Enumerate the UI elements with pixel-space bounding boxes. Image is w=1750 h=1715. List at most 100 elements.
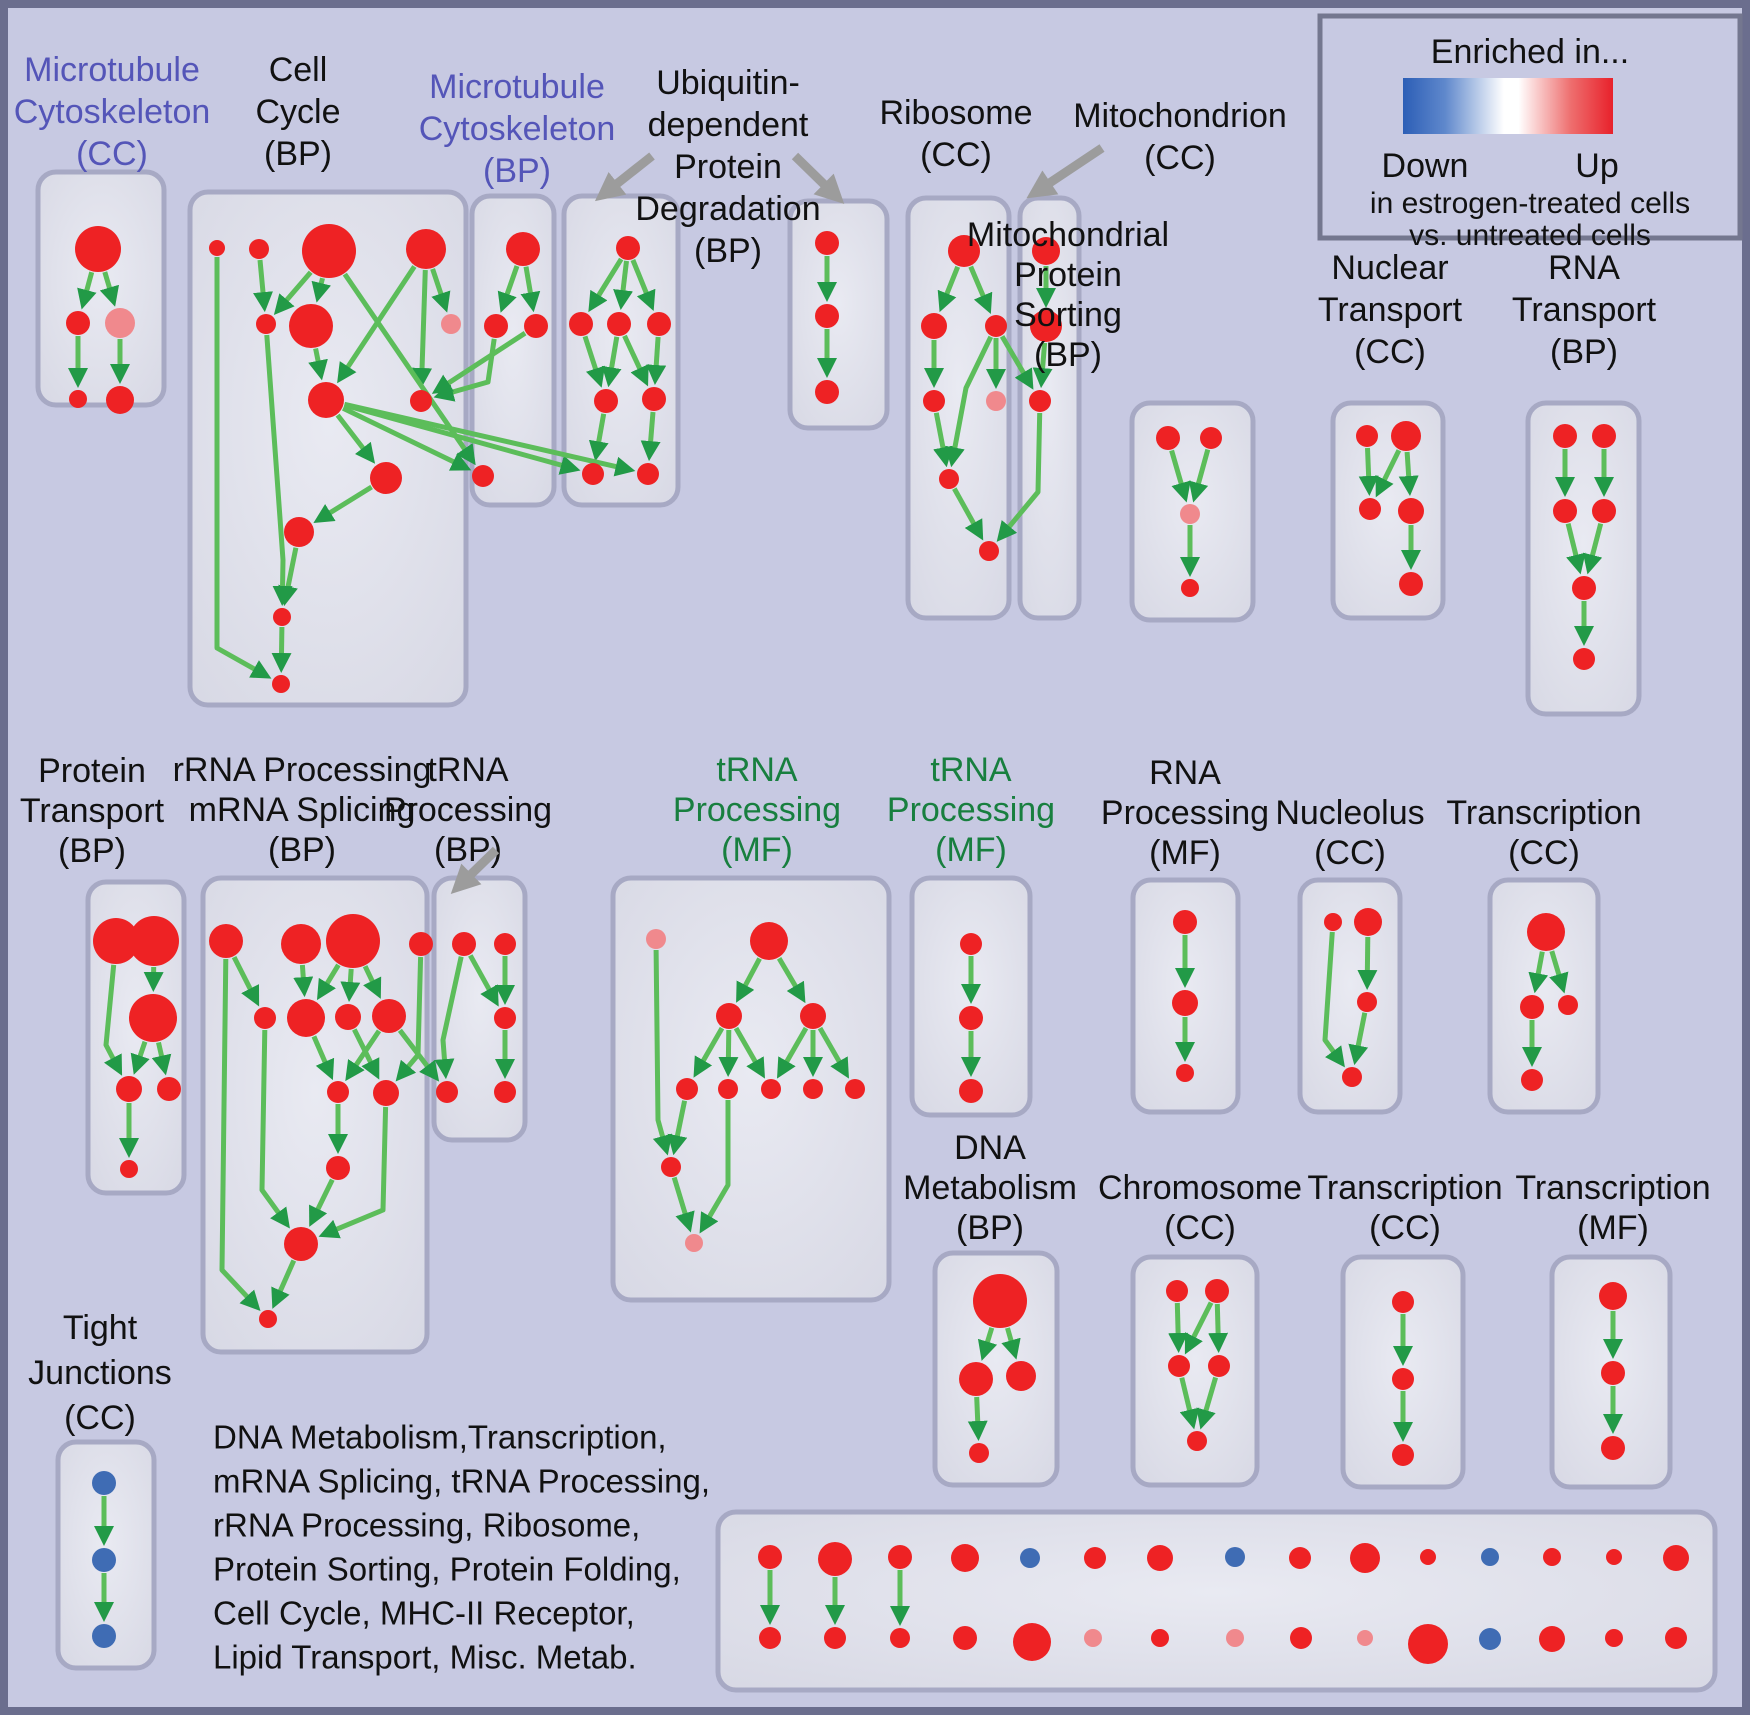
go-term-node-transcription-cc-mid-H2 <box>1520 995 1544 1019</box>
relation-edge <box>271 626 292 673</box>
go-term-node-misc-c3b <box>890 1628 910 1648</box>
go-term-node-protein-transport-P1 <box>93 918 139 964</box>
relation-edge <box>977 1327 998 1361</box>
go-term-node-tight-junctions-J2 <box>92 1548 116 1572</box>
relation-edge <box>343 401 636 477</box>
cluster-label-tight-junctions-line3: (CC) <box>64 1399 136 1437</box>
go-term-node-rna-processing-mf-F1 <box>1173 910 1197 934</box>
relation-edge <box>1179 1377 1200 1430</box>
go-term-node-rna-transport-T4 <box>1592 499 1616 523</box>
relation-edge <box>736 957 762 1003</box>
cluster-label-microtubule-cc-line1: Microtubule <box>24 51 200 89</box>
go-term-node-tight-junctions-J3 <box>92 1624 116 1648</box>
cluster-label-ubiquitin-a-line3: Protein <box>674 148 782 186</box>
go-term-node-microtubule-bp-M2 <box>484 314 508 338</box>
cluster-label-protein-transport-line3: (BP) <box>58 832 126 870</box>
cluster-label-trna-mf-a-line2: Processing <box>673 791 841 829</box>
go-term-node-chromosome-C5 <box>1187 1431 1207 1451</box>
go-term-node-cell-cycle-l <box>273 608 291 626</box>
go-term-node-mito-sorting-S1 <box>1156 426 1180 450</box>
go-term-node-misc-c2b <box>824 1627 846 1649</box>
relation-edge <box>613 260 633 311</box>
go-term-node-rrna-Q12 <box>259 1310 277 1328</box>
go-term-node-transcription-cc-bottom-D2 <box>1392 1368 1414 1390</box>
relation-edge <box>1565 523 1586 575</box>
go-term-node-misc-c1t <box>758 1545 782 1569</box>
go-term-node-misc-c5t <box>1020 1548 1040 1568</box>
cluster-label-dna-metabolism-line2: Metabolism <box>903 1169 1077 1207</box>
go-term-node-misc-c10b <box>1357 1630 1373 1646</box>
relation-edge <box>1168 1302 1189 1353</box>
go-term-node-misc-c3t <box>888 1545 912 1569</box>
annotation-arrow-icon-3 <box>1026 144 1105 199</box>
go-term-node-misc-c13b <box>1539 1626 1565 1652</box>
misc-categories-line2: mRNA Splicing, tRNA Processing, <box>213 1463 710 1500</box>
cluster-label-ubiquitin-a-line1: Ubiquitin- <box>656 64 800 102</box>
go-term-node-rrna-Q6 <box>335 1004 361 1030</box>
go-term-node-rrna-Q0 <box>209 924 243 958</box>
cluster-box-nucleolus <box>1297 877 1403 1115</box>
relation-edge <box>1398 451 1419 496</box>
go-term-node-misc-c11b <box>1408 1624 1448 1664</box>
go-term-node-cell-cycle-g <box>441 314 461 334</box>
legend-subline-2: vs. untreated cells <box>1409 219 1651 252</box>
relation-edge <box>693 1026 725 1078</box>
relation-edge <box>130 1040 150 1075</box>
relation-edge <box>219 958 261 1311</box>
go-term-node-ribosome-R7 <box>979 541 999 561</box>
cluster-label-transcription-mf-bottom-line1: Transcription <box>1515 1169 1710 1207</box>
cluster-label-transcription-cc-bottom-line2: (CC) <box>1369 1209 1441 1247</box>
go-term-node-cell-cycle-f <box>289 304 333 348</box>
go-term-node-ubiquitin-a-U7 <box>582 463 604 485</box>
go-term-node-misc-c6b <box>1084 1629 1102 1647</box>
go-term-node-trna-mf-a-X1 <box>750 922 788 960</box>
go-term-node-trna-mf-a-X9 <box>661 1157 681 1177</box>
go-term-node-rrna-Q8 <box>327 1081 349 1103</box>
go-term-node-cell-cycle-k <box>284 517 314 547</box>
go-term-node-transcription-cc-bottom-D1 <box>1392 1291 1414 1313</box>
go-term-node-mitochondrion-MT2 <box>1030 310 1062 342</box>
relation-edge <box>967 1396 988 1441</box>
go-term-node-chromosome-C3 <box>1168 1355 1190 1377</box>
relation-edge <box>937 265 961 313</box>
go-term-node-dna-metabolism-Z2 <box>959 1362 993 1396</box>
go-term-node-protein-transport-P3 <box>129 994 177 1042</box>
relation-edge <box>1528 951 1549 994</box>
relation-edge <box>1375 449 1402 498</box>
misc-categories-line6: Lipid Transport, Misc. Metab. <box>213 1639 637 1676</box>
relation-edge <box>588 257 624 313</box>
relation-edge <box>77 271 97 310</box>
cluster-label-rna-processing-mf-line3: (MF) <box>1149 834 1221 872</box>
go-term-node-ubiquitin-a-U2 <box>569 312 593 336</box>
go-term-node-misc-c4t <box>951 1544 979 1572</box>
cluster-label-microtubule-bp-line3: (BP) <box>483 152 551 190</box>
relation-edge <box>1357 936 1378 990</box>
go-term-node-protein-transport-P4 <box>116 1076 142 1102</box>
go-term-node-misc-c7b <box>1151 1629 1169 1647</box>
cluster-label-microtubule-cc-line3: (CC) <box>76 135 148 173</box>
cluster-label-dna-metabolism-line1: DNA <box>954 1129 1026 1167</box>
go-term-node-rna-transport-T2 <box>1592 424 1616 448</box>
go-term-node-rna-processing-mf-F3 <box>1176 1064 1194 1082</box>
relation-edge <box>520 266 541 313</box>
cluster-label-mito-sorting-line3: Sorting <box>1014 296 1122 334</box>
go-term-node-nuclear-transport-N2 <box>1391 421 1421 451</box>
go-term-node-ubiquitin-a-U3 <box>607 312 631 336</box>
relation-edge <box>345 1029 382 1082</box>
cluster-label-protein-transport-line1: Protein <box>38 752 146 790</box>
go-term-node-microtubule-bp-M1 <box>506 232 540 266</box>
relation-edge <box>1322 931 1345 1068</box>
relation-edge <box>340 968 361 1002</box>
relation-edge <box>968 265 993 315</box>
cluster-label-trna-mf-a-line3: (MF) <box>721 831 793 869</box>
go-term-node-microtubule-bp-M3 <box>524 314 548 338</box>
relation-edge <box>652 949 673 1156</box>
relation-edge <box>1348 1012 1369 1066</box>
go-term-node-ubiquitin-a-U6 <box>642 387 666 411</box>
go-term-node-ubiquitin-b-V3 <box>815 380 839 404</box>
go-term-node-mitochondrion-MT1 <box>1032 237 1060 265</box>
relation-edge <box>99 271 120 307</box>
relation-edge <box>343 402 581 475</box>
go-term-node-rna-transport-T5 <box>1572 576 1596 600</box>
cluster-label-cell-cycle-line3: (BP) <box>264 135 332 173</box>
